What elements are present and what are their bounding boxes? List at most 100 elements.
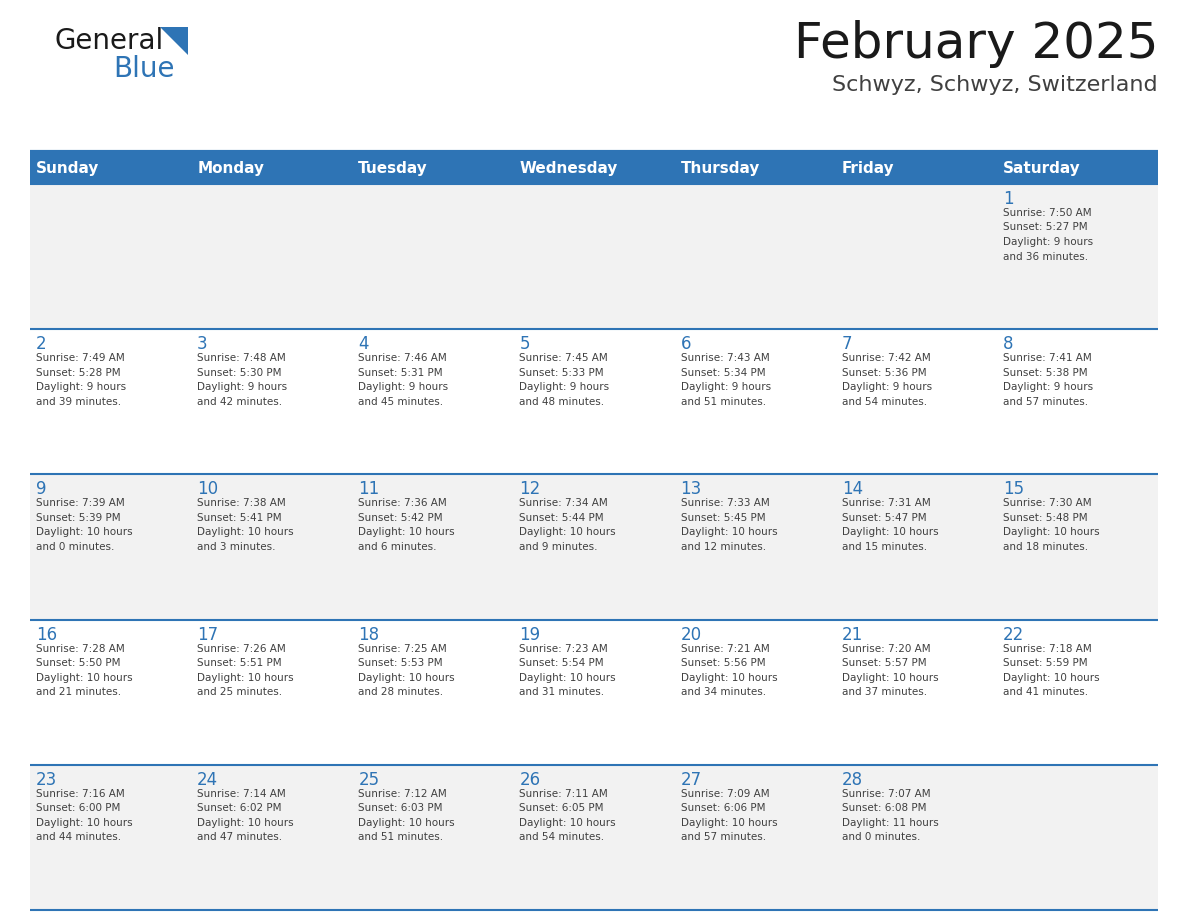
- Text: Sunrise: 7:16 AM: Sunrise: 7:16 AM: [36, 789, 125, 799]
- Text: 3: 3: [197, 335, 208, 353]
- Text: Friday: Friday: [842, 161, 895, 175]
- Text: Daylight: 10 hours: Daylight: 10 hours: [1003, 528, 1099, 537]
- Text: 15: 15: [1003, 480, 1024, 498]
- Text: and 3 minutes.: and 3 minutes.: [197, 542, 276, 552]
- Text: 6: 6: [681, 335, 691, 353]
- Text: Sunrise: 7:30 AM: Sunrise: 7:30 AM: [1003, 498, 1092, 509]
- Text: Sunset: 6:06 PM: Sunset: 6:06 PM: [681, 803, 765, 813]
- Text: Sunrise: 7:49 AM: Sunrise: 7:49 AM: [36, 353, 125, 364]
- Text: Sunrise: 7:36 AM: Sunrise: 7:36 AM: [359, 498, 447, 509]
- Text: 2: 2: [36, 335, 46, 353]
- Text: Sunset: 5:45 PM: Sunset: 5:45 PM: [681, 513, 765, 523]
- Text: and 44 minutes.: and 44 minutes.: [36, 833, 121, 843]
- Text: 12: 12: [519, 480, 541, 498]
- Text: Daylight: 9 hours: Daylight: 9 hours: [681, 382, 771, 392]
- Text: and 0 minutes.: and 0 minutes.: [36, 542, 114, 552]
- Text: Tuesday: Tuesday: [359, 161, 428, 175]
- Text: Monday: Monday: [197, 161, 264, 175]
- Text: and 57 minutes.: and 57 minutes.: [681, 833, 766, 843]
- Text: Daylight: 10 hours: Daylight: 10 hours: [36, 818, 133, 828]
- Text: Sunset: 5:41 PM: Sunset: 5:41 PM: [197, 513, 282, 523]
- Text: and 15 minutes.: and 15 minutes.: [842, 542, 927, 552]
- Text: 9: 9: [36, 480, 46, 498]
- Text: Daylight: 10 hours: Daylight: 10 hours: [681, 818, 777, 828]
- Text: Sunrise: 7:33 AM: Sunrise: 7:33 AM: [681, 498, 770, 509]
- Text: Sunrise: 7:50 AM: Sunrise: 7:50 AM: [1003, 208, 1092, 218]
- Text: Daylight: 10 hours: Daylight: 10 hours: [681, 528, 777, 537]
- Bar: [30, 475, 1158, 620]
- Text: Sunrise: 7:07 AM: Sunrise: 7:07 AM: [842, 789, 930, 799]
- Text: 14: 14: [842, 480, 862, 498]
- Text: and 0 minutes.: and 0 minutes.: [842, 833, 920, 843]
- Text: Daylight: 10 hours: Daylight: 10 hours: [359, 818, 455, 828]
- Text: 7: 7: [842, 335, 852, 353]
- Text: 28: 28: [842, 771, 862, 789]
- Text: Sunrise: 7:42 AM: Sunrise: 7:42 AM: [842, 353, 930, 364]
- Text: Sunrise: 7:23 AM: Sunrise: 7:23 AM: [519, 644, 608, 654]
- Text: Sunset: 5:31 PM: Sunset: 5:31 PM: [359, 368, 443, 377]
- Text: Sunset: 6:03 PM: Sunset: 6:03 PM: [359, 803, 443, 813]
- Text: General: General: [55, 27, 164, 55]
- Text: 20: 20: [681, 625, 702, 644]
- Text: and 31 minutes.: and 31 minutes.: [519, 687, 605, 697]
- Text: and 39 minutes.: and 39 minutes.: [36, 397, 121, 407]
- Text: Sunset: 5:38 PM: Sunset: 5:38 PM: [1003, 368, 1087, 377]
- Text: Sunrise: 7:46 AM: Sunrise: 7:46 AM: [359, 353, 447, 364]
- Text: 13: 13: [681, 480, 702, 498]
- Text: Sunset: 5:36 PM: Sunset: 5:36 PM: [842, 368, 927, 377]
- Text: Sunset: 6:02 PM: Sunset: 6:02 PM: [197, 803, 282, 813]
- Text: Daylight: 9 hours: Daylight: 9 hours: [842, 382, 931, 392]
- Text: Sunrise: 7:43 AM: Sunrise: 7:43 AM: [681, 353, 770, 364]
- Bar: [30, 620, 1158, 765]
- Text: Sunrise: 7:14 AM: Sunrise: 7:14 AM: [197, 789, 286, 799]
- Text: and 28 minutes.: and 28 minutes.: [359, 687, 443, 697]
- Text: and 54 minutes.: and 54 minutes.: [842, 397, 927, 407]
- Text: Daylight: 11 hours: Daylight: 11 hours: [842, 818, 939, 828]
- Text: 1: 1: [1003, 190, 1013, 208]
- Text: Sunset: 5:44 PM: Sunset: 5:44 PM: [519, 513, 604, 523]
- Text: and 51 minutes.: and 51 minutes.: [359, 833, 443, 843]
- Text: Sunset: 5:59 PM: Sunset: 5:59 PM: [1003, 658, 1087, 668]
- Text: Sunrise: 7:09 AM: Sunrise: 7:09 AM: [681, 789, 769, 799]
- Text: and 41 minutes.: and 41 minutes.: [1003, 687, 1088, 697]
- Text: 5: 5: [519, 335, 530, 353]
- Text: Daylight: 10 hours: Daylight: 10 hours: [842, 673, 939, 683]
- Bar: [30, 330, 1158, 475]
- Text: 21: 21: [842, 625, 862, 644]
- Text: and 18 minutes.: and 18 minutes.: [1003, 542, 1088, 552]
- Text: and 34 minutes.: and 34 minutes.: [681, 687, 766, 697]
- Text: Sunset: 5:27 PM: Sunset: 5:27 PM: [1003, 222, 1087, 232]
- Text: 4: 4: [359, 335, 368, 353]
- Text: 24: 24: [197, 771, 219, 789]
- Text: 23: 23: [36, 771, 57, 789]
- Text: Sunset: 5:34 PM: Sunset: 5:34 PM: [681, 368, 765, 377]
- Text: Saturday: Saturday: [1003, 161, 1081, 175]
- Text: Sunset: 5:39 PM: Sunset: 5:39 PM: [36, 513, 121, 523]
- Text: and 47 minutes.: and 47 minutes.: [197, 833, 283, 843]
- Text: Daylight: 9 hours: Daylight: 9 hours: [519, 382, 609, 392]
- Text: Sunrise: 7:41 AM: Sunrise: 7:41 AM: [1003, 353, 1092, 364]
- Text: Sunday: Sunday: [36, 161, 100, 175]
- Text: Sunrise: 7:26 AM: Sunrise: 7:26 AM: [197, 644, 286, 654]
- Polygon shape: [160, 27, 188, 55]
- Text: 11: 11: [359, 480, 379, 498]
- Text: 10: 10: [197, 480, 219, 498]
- Text: Sunset: 6:08 PM: Sunset: 6:08 PM: [842, 803, 927, 813]
- Text: Sunrise: 7:21 AM: Sunrise: 7:21 AM: [681, 644, 770, 654]
- Text: Sunset: 6:00 PM: Sunset: 6:00 PM: [36, 803, 120, 813]
- Text: and 42 minutes.: and 42 minutes.: [197, 397, 283, 407]
- Bar: [30, 184, 1158, 330]
- Text: Sunrise: 7:38 AM: Sunrise: 7:38 AM: [197, 498, 286, 509]
- Text: Schwyz, Schwyz, Switzerland: Schwyz, Schwyz, Switzerland: [833, 75, 1158, 95]
- Text: Sunset: 5:48 PM: Sunset: 5:48 PM: [1003, 513, 1087, 523]
- Text: Daylight: 10 hours: Daylight: 10 hours: [842, 528, 939, 537]
- Text: Daylight: 10 hours: Daylight: 10 hours: [519, 528, 617, 537]
- Text: and 45 minutes.: and 45 minutes.: [359, 397, 443, 407]
- Text: and 48 minutes.: and 48 minutes.: [519, 397, 605, 407]
- Text: Thursday: Thursday: [681, 161, 760, 175]
- Text: Sunset: 5:33 PM: Sunset: 5:33 PM: [519, 368, 604, 377]
- Text: Daylight: 10 hours: Daylight: 10 hours: [519, 818, 617, 828]
- Text: Daylight: 9 hours: Daylight: 9 hours: [359, 382, 448, 392]
- Text: Daylight: 9 hours: Daylight: 9 hours: [1003, 382, 1093, 392]
- Text: Daylight: 9 hours: Daylight: 9 hours: [1003, 237, 1093, 247]
